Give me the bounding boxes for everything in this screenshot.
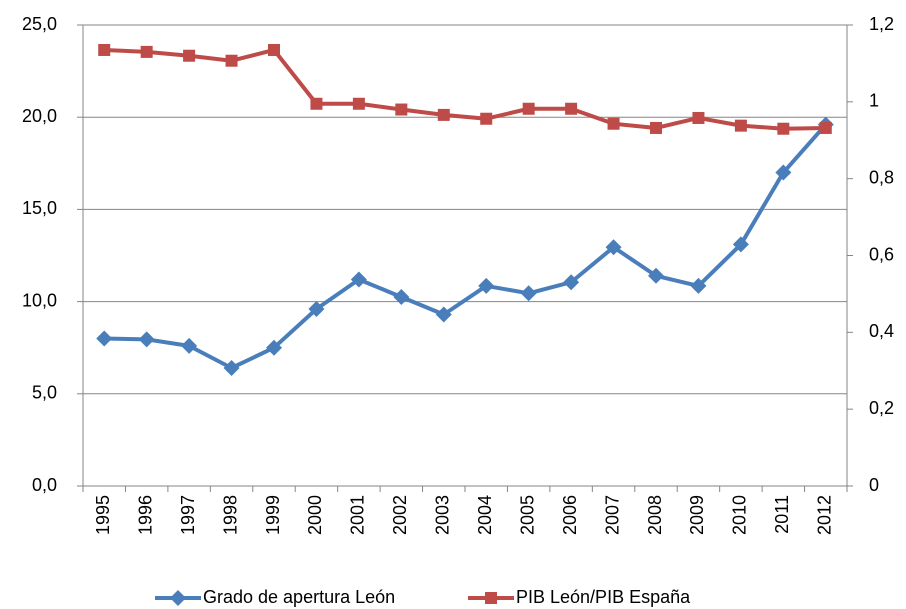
x-tick-label: 2010 — [730, 495, 750, 535]
x-tick-label: 2012 — [815, 495, 835, 535]
x-tick-label: 2004 — [475, 495, 495, 535]
marker — [775, 164, 792, 181]
y-tick-label: 25,0 — [22, 14, 57, 34]
x-tick-label: 2007 — [602, 495, 622, 535]
marker — [395, 103, 408, 116]
marker — [393, 288, 410, 305]
y2-tick-label: 0,4 — [869, 321, 894, 341]
marker — [181, 337, 198, 354]
y2-tick-label: 1 — [869, 91, 879, 111]
marker — [605, 239, 622, 256]
y-tick-label: 10,0 — [22, 290, 57, 310]
x-tick-label: 1995 — [93, 495, 113, 535]
marker — [268, 43, 280, 56]
marker — [607, 117, 620, 130]
series-line — [104, 123, 828, 370]
marker — [352, 97, 365, 110]
legend-label: PIB León/PIB España — [516, 587, 691, 607]
marker — [648, 267, 664, 284]
marker — [96, 330, 113, 347]
y2-tick-label: 0,6 — [869, 244, 894, 264]
marker — [435, 306, 452, 323]
y-tick-label: 20,0 — [22, 106, 57, 126]
marker — [437, 108, 450, 121]
x-tick-label: 2006 — [560, 495, 580, 535]
x-tick-label: 2011 — [772, 495, 792, 534]
marker — [223, 359, 240, 376]
legend-label: Grado de apertura León — [203, 587, 395, 607]
y2-tick-label: 0,2 — [869, 398, 894, 418]
y-tick-label: 0,0 — [32, 475, 57, 495]
x-tick-label: 2009 — [687, 495, 707, 535]
marker — [522, 102, 535, 115]
marker — [690, 277, 707, 294]
x-tick-label: 1999 — [263, 495, 283, 535]
marker — [520, 285, 537, 302]
marker — [777, 122, 790, 135]
marker — [308, 300, 325, 317]
marker — [565, 102, 578, 115]
y-tick-label: 15,0 — [22, 198, 57, 218]
marker — [98, 43, 111, 56]
marker — [485, 592, 497, 604]
marker — [266, 339, 282, 356]
x-tick-label: 1997 — [178, 495, 198, 535]
x-tick-label: 2005 — [517, 495, 537, 535]
y2-tick-label: 0,8 — [869, 167, 894, 187]
x-tick-label: 2002 — [390, 495, 410, 535]
marker — [225, 54, 238, 67]
marker — [138, 331, 155, 348]
x-tick-label: 2003 — [433, 495, 453, 535]
marker — [170, 590, 186, 606]
y-tick-label: 5,0 — [32, 383, 57, 403]
marker — [734, 119, 747, 132]
marker — [563, 274, 580, 291]
y2-tick-label: 0 — [869, 475, 879, 495]
x-tick-label: 2008 — [645, 495, 665, 535]
x-tick-label: 2001 — [348, 495, 368, 535]
marker — [650, 121, 662, 134]
marker — [183, 49, 196, 62]
marker — [819, 121, 832, 134]
marker — [310, 97, 323, 110]
y2-tick-label: 1,2 — [869, 14, 894, 34]
x-tick-label: 2000 — [305, 495, 325, 535]
series-line — [104, 47, 826, 131]
x-tick-label: 1998 — [220, 495, 240, 535]
marker — [480, 112, 493, 125]
x-tick-label: 1996 — [135, 495, 155, 535]
marker — [732, 236, 749, 253]
marker — [478, 277, 495, 294]
marker — [692, 111, 705, 124]
marker — [140, 45, 153, 58]
marker — [350, 271, 367, 288]
